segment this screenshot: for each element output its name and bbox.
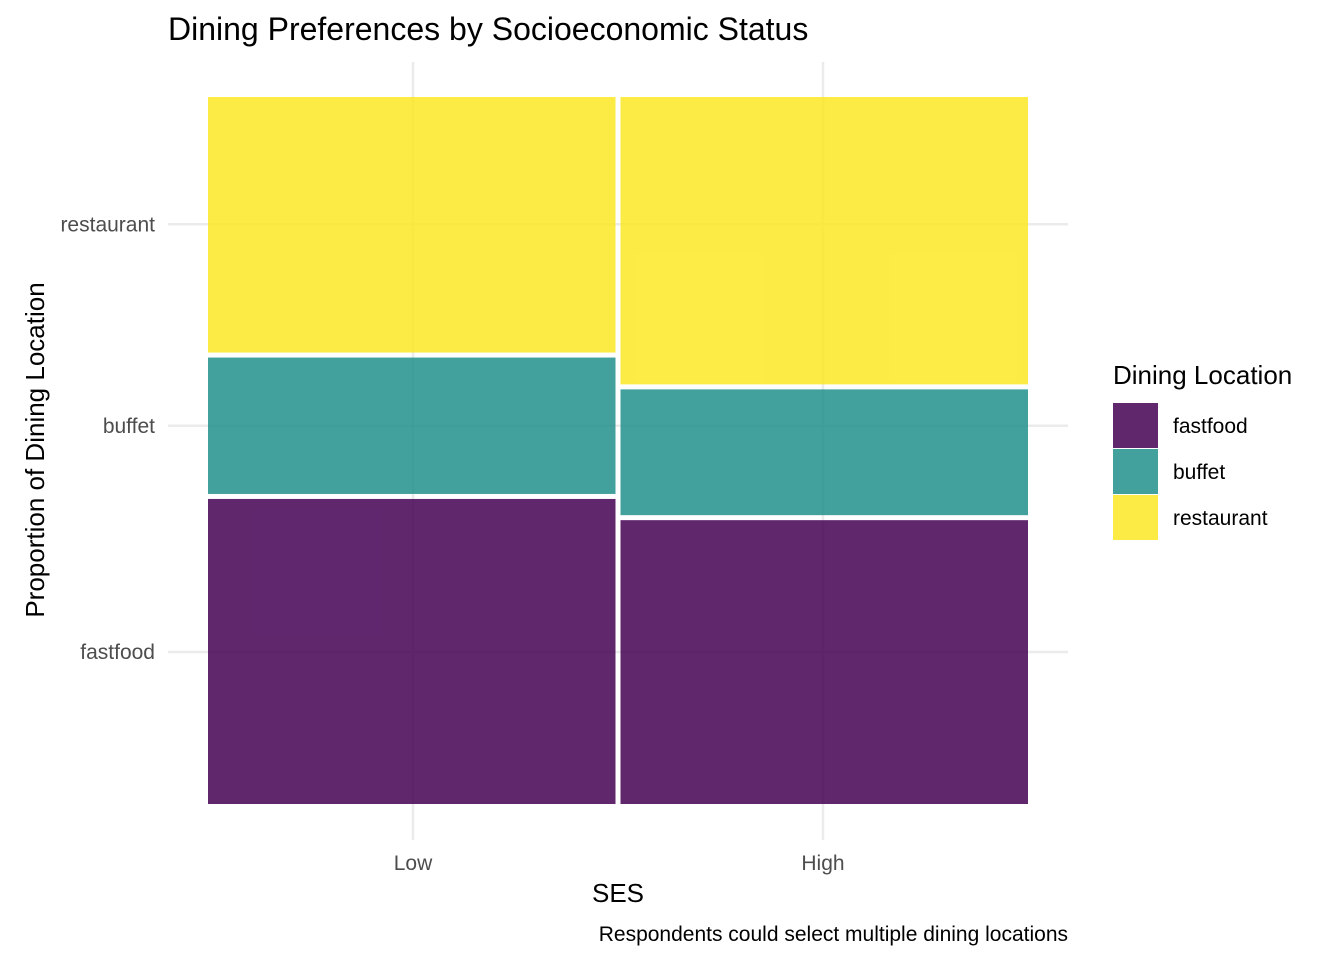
tile-high-buffet	[620, 389, 1028, 516]
legend-key-buffet	[1113, 449, 1158, 494]
tile-low-restaurant	[208, 97, 616, 353]
y-tick-label-restaurant: restaurant	[60, 213, 155, 236]
x-axis-title: SES	[592, 878, 644, 908]
mosaic-tiles	[208, 97, 1028, 804]
x-tick-label-low: Low	[394, 852, 433, 875]
tile-low-fastfood	[208, 498, 616, 804]
tile-high-restaurant	[620, 97, 1028, 385]
tile-high-fastfood	[620, 520, 1028, 804]
y-tick-label-fastfood: fastfood	[80, 641, 155, 664]
legend-key-restaurant	[1113, 495, 1158, 540]
legend: fastfood buffet restaurant	[1113, 403, 1268, 540]
legend-title: Dining Location	[1113, 360, 1292, 390]
y-tick-label-buffet: buffet	[103, 415, 155, 438]
y-axis-tick-labels: fastfood buffet restaurant	[60, 213, 155, 664]
x-axis-tick-labels: Low High	[394, 852, 845, 875]
legend-label-fastfood: fastfood	[1173, 415, 1248, 438]
chart-caption: Respondents could select multiple dining…	[599, 923, 1068, 946]
legend-label-buffet: buffet	[1173, 461, 1225, 484]
chart-title: Dining Preferences by Socioeconomic Stat…	[168, 11, 808, 47]
y-axis-title: Proportion of Dining Location	[20, 282, 50, 617]
legend-label-restaurant: restaurant	[1173, 507, 1268, 530]
tile-low-buffet	[208, 357, 616, 494]
x-tick-label-high: High	[801, 852, 844, 875]
legend-key-fastfood	[1113, 403, 1158, 448]
